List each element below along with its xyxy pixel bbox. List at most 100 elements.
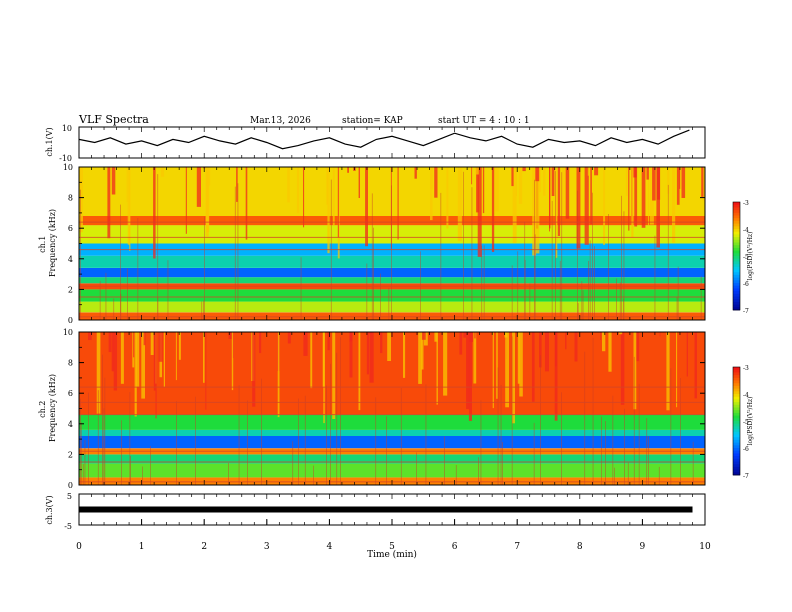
- ch1-band-4: [79, 277, 705, 284]
- ch2-burst-14: [387, 332, 391, 361]
- ch2-spike-4: [330, 363, 331, 485]
- ch2-spike-44: [658, 466, 660, 485]
- ch2-spike-0: [612, 395, 614, 485]
- ch2-spike-23: [633, 356, 635, 485]
- ch1-burst-70: [303, 167, 305, 228]
- ch1-burst-44: [561, 167, 566, 215]
- ch2-spike-25: [425, 384, 427, 485]
- ch2-colorbar-cell-32: [733, 453, 740, 457]
- ch2-spike-47: [638, 383, 640, 485]
- ch1-ytick-label-4: 8: [68, 194, 73, 203]
- ch2-colorbar-cell-13: [733, 402, 740, 406]
- ch1-burst-87: [236, 167, 238, 202]
- ch2-burst-25: [619, 332, 623, 335]
- ch1-ytick-top: 10: [62, 124, 72, 133]
- ch1-colorbar-cell-29: [733, 280, 740, 284]
- ch1-colorbar-cell-9: [733, 226, 740, 230]
- ch2-colorbar-cell-23: [733, 429, 740, 433]
- ch1-burst-53: [129, 167, 131, 251]
- ch2-spike-8: [386, 416, 387, 485]
- ch1-colorbar-cell-6: [733, 218, 740, 222]
- ch1-burst-64: [565, 167, 570, 219]
- ch1-colorbar-cell-14: [733, 239, 740, 243]
- ch2-burst-11: [141, 332, 145, 399]
- ch1-burst-67: [434, 167, 438, 198]
- ch2-burst-18: [531, 332, 535, 402]
- ch1-burst-49: [491, 167, 495, 252]
- ch1-colorbar-tick-3: -6: [743, 281, 749, 288]
- ch2-spike-30: [533, 422, 535, 485]
- ch2-burst-56: [155, 332, 157, 419]
- ch2-burst-87: [666, 332, 670, 411]
- ch2-burst-63: [228, 332, 233, 339]
- ch2-spike-41: [478, 457, 479, 485]
- ch1-band-2: [79, 289, 705, 302]
- ch2-burst-54: [636, 332, 640, 362]
- ch1-colorbar-cell-22: [733, 261, 740, 265]
- ch2-burst-78: [517, 332, 520, 384]
- ch2-burst-70: [113, 332, 118, 391]
- ch1-burst-33: [111, 167, 116, 195]
- ch2-burst-27: [203, 332, 205, 383]
- ch1-burst-86: [107, 167, 111, 239]
- ch1-burst-2: [551, 167, 555, 196]
- ch1-spike-12: [203, 300, 204, 320]
- ch2-spike-13: [584, 351, 586, 485]
- ch2-spike-24: [670, 368, 672, 485]
- ch2-burst-32: [349, 332, 353, 342]
- ch1-burst-52: [532, 167, 537, 256]
- ch1-burst-51: [679, 167, 681, 189]
- ch1-burst-17: [476, 167, 479, 213]
- ch2-spike-12: [561, 392, 562, 485]
- ch2-colorbar: -3 -4 -5 -6 -7 log(PSD)(V²/Hz): [732, 365, 754, 480]
- ch2-colorbar-cell-31: [733, 450, 740, 454]
- ch2-burst-88: [358, 332, 361, 411]
- ch1-burst-6: [656, 167, 661, 200]
- ch1-spike-19: [534, 234, 536, 320]
- panel-ch3-voltage: 5 -5 ch.3(V) 0 1 2 3 4 5 6 7 8 9 10 Time (min): [45, 492, 711, 560]
- ch1-spike-28: [388, 287, 390, 320]
- ch2-burst-38: [88, 332, 92, 341]
- ch1-burst-75: [625, 167, 628, 196]
- ch2-burst-4: [463, 332, 467, 338]
- ch1-burst-71: [522, 167, 526, 172]
- ch2-spike-52: [627, 462, 629, 485]
- time-tick-label-0: 0: [76, 542, 82, 552]
- ch1-spike-2: [594, 246, 595, 320]
- ch1-burst-31: [196, 167, 201, 207]
- ch2-spike-14: [497, 367, 499, 485]
- ch3-ytick-bottom: -5: [64, 522, 72, 531]
- ch2-spike-40: [292, 441, 294, 485]
- ch1-spike-33: [80, 189, 81, 320]
- ch1-colorbar-cell-18: [733, 250, 740, 254]
- ch2-spike-37: [336, 352, 338, 485]
- ch2-spike-28: [400, 388, 402, 485]
- ch1-ylabel-channel: ch.1: [38, 236, 47, 253]
- ch1-burst-18: [667, 167, 670, 194]
- ch2-colorbar-cell-25: [733, 434, 740, 438]
- ch1-spike-39: [481, 245, 483, 320]
- ch1-spike-43: [588, 260, 589, 320]
- ch1-spike-1: [654, 235, 656, 320]
- ch1-spike-51: [524, 260, 526, 320]
- ch2-colorbar-cell-22: [733, 426, 740, 430]
- ch1-colorbar-tick-4: -7: [743, 308, 749, 315]
- ch1-burst-45: [358, 167, 360, 198]
- ch1-colorbar-cell-7: [733, 220, 740, 224]
- ch1-band-9: [79, 216, 705, 226]
- ch2-burst-26: [544, 332, 549, 372]
- ch2-burst-34: [332, 332, 336, 419]
- ch2-burst-46: [178, 332, 181, 360]
- ch2-colorbar-cell-15: [733, 407, 740, 411]
- ch2-colorbar-cell-11: [733, 396, 740, 400]
- ch1-colorbar-cell-27: [733, 274, 740, 278]
- time-tick-label-2: 2: [201, 542, 207, 552]
- ch2-spike-38: [102, 354, 103, 485]
- ch1-frequency-ticks: 0 2 4 6 8 10: [63, 163, 705, 325]
- ch2-burst-81: [133, 332, 135, 358]
- ch2-ytick-label-2: 4: [68, 420, 73, 429]
- ch1-ytick-bottom: -10: [59, 154, 72, 163]
- time-tick-label-1: 1: [139, 542, 145, 552]
- ch2-spike-11: [142, 466, 143, 485]
- ch2-spike-54: [416, 452, 417, 485]
